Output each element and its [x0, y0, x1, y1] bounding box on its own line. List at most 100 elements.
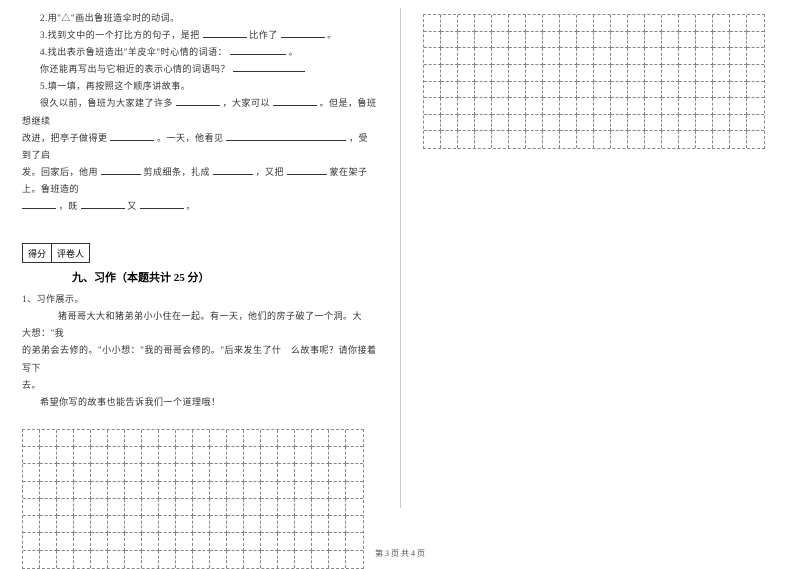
- grid-cell[interactable]: [509, 115, 526, 132]
- grid-cell[interactable]: [458, 65, 475, 82]
- grid-cell[interactable]: [526, 15, 543, 32]
- grid-cell[interactable]: [475, 65, 492, 82]
- grid-cell[interactable]: [560, 48, 577, 65]
- grid-cell[interactable]: [543, 48, 560, 65]
- grid-cell[interactable]: [730, 15, 747, 32]
- grid-cell[interactable]: [730, 48, 747, 65]
- grid-cell[interactable]: [346, 499, 363, 516]
- grid-cell[interactable]: [526, 131, 543, 148]
- grid-cell[interactable]: [662, 98, 679, 115]
- grid-cell[interactable]: [662, 65, 679, 82]
- grid-cell[interactable]: [40, 464, 57, 481]
- grid-cell[interactable]: [492, 115, 509, 132]
- grid-cell[interactable]: [424, 82, 441, 99]
- grid-cell[interactable]: [679, 65, 696, 82]
- grid-cell[interactable]: [244, 430, 261, 447]
- grid-cell[interactable]: [475, 115, 492, 132]
- grid-cell[interactable]: [560, 98, 577, 115]
- grid-cell[interactable]: [176, 430, 193, 447]
- grid-cell[interactable]: [91, 464, 108, 481]
- grid-cell[interactable]: [40, 516, 57, 533]
- grid-cell[interactable]: [424, 98, 441, 115]
- grid-cell[interactable]: [679, 98, 696, 115]
- grid-cell[interactable]: [74, 430, 91, 447]
- blank[interactable]: [273, 97, 317, 106]
- grid-cell[interactable]: [441, 98, 458, 115]
- grid-cell[interactable]: [441, 32, 458, 49]
- grid-cell[interactable]: [176, 516, 193, 533]
- grid-cell[interactable]: [210, 516, 227, 533]
- grid-cell[interactable]: [696, 115, 713, 132]
- grid-cell[interactable]: [40, 430, 57, 447]
- grid-cell[interactable]: [747, 32, 764, 49]
- grid-cell[interactable]: [526, 32, 543, 49]
- grid-cell[interactable]: [560, 131, 577, 148]
- grid-cell[interactable]: [210, 464, 227, 481]
- grid-cell[interactable]: [526, 115, 543, 132]
- grid-cell[interactable]: [475, 98, 492, 115]
- grid-cell[interactable]: [543, 65, 560, 82]
- grid-cell[interactable]: [295, 482, 312, 499]
- grid-cell[interactable]: [424, 32, 441, 49]
- grid-cell[interactable]: [312, 499, 329, 516]
- grid-cell[interactable]: [159, 499, 176, 516]
- grid-cell[interactable]: [679, 115, 696, 132]
- grid-cell[interactable]: [312, 464, 329, 481]
- grid-cell[interactable]: [227, 430, 244, 447]
- grid-cell[interactable]: [441, 115, 458, 132]
- grid-cell[interactable]: [261, 464, 278, 481]
- grid-cell[interactable]: [628, 32, 645, 49]
- grid-cell[interactable]: [108, 447, 125, 464]
- grid-cell[interactable]: [91, 499, 108, 516]
- grid-cell[interactable]: [441, 82, 458, 99]
- grid-cell[interactable]: [679, 82, 696, 99]
- grid-cell[interactable]: [492, 48, 509, 65]
- grid-cell[interactable]: [543, 98, 560, 115]
- grid-cell[interactable]: [492, 98, 509, 115]
- grid-cell[interactable]: [645, 131, 662, 148]
- grid-cell[interactable]: [628, 98, 645, 115]
- grid-cell[interactable]: [57, 464, 74, 481]
- grid-cell[interactable]: [747, 115, 764, 132]
- blank[interactable]: [226, 132, 346, 141]
- grid-cell[interactable]: [295, 447, 312, 464]
- blank[interactable]: [287, 166, 327, 175]
- grid-cell[interactable]: [40, 447, 57, 464]
- grid-cell[interactable]: [713, 48, 730, 65]
- grid-cell[interactable]: [312, 516, 329, 533]
- grid-cell[interactable]: [176, 464, 193, 481]
- grid-cell[interactable]: [441, 48, 458, 65]
- grid-cell[interactable]: [159, 447, 176, 464]
- grid-cell[interactable]: [696, 65, 713, 82]
- grid-cell[interactable]: [261, 447, 278, 464]
- grid-cell[interactable]: [142, 464, 159, 481]
- grid-cell[interactable]: [747, 98, 764, 115]
- grid-cell[interactable]: [679, 15, 696, 32]
- grid-cell[interactable]: [227, 499, 244, 516]
- grid-cell[interactable]: [57, 430, 74, 447]
- grid-cell[interactable]: [176, 447, 193, 464]
- grid-cell[interactable]: [312, 430, 329, 447]
- grid-cell[interactable]: [662, 48, 679, 65]
- grid-cell[interactable]: [594, 48, 611, 65]
- grid-cell[interactable]: [492, 15, 509, 32]
- grid-cell[interactable]: [458, 131, 475, 148]
- blank[interactable]: [213, 166, 253, 175]
- grid-cell[interactable]: [346, 447, 363, 464]
- grid-cell[interactable]: [713, 15, 730, 32]
- grid-cell[interactable]: [176, 499, 193, 516]
- grid-cell[interactable]: [730, 32, 747, 49]
- grid-cell[interactable]: [611, 15, 628, 32]
- blank[interactable]: [81, 200, 125, 209]
- grid-cell[interactable]: [645, 15, 662, 32]
- grid-cell[interactable]: [526, 82, 543, 99]
- grid-cell[interactable]: [329, 464, 346, 481]
- grid-cell[interactable]: [424, 131, 441, 148]
- grid-cell[interactable]: [329, 430, 346, 447]
- grid-cell[interactable]: [210, 499, 227, 516]
- grid-cell[interactable]: [278, 464, 295, 481]
- grid-cell[interactable]: [244, 447, 261, 464]
- grid-cell[interactable]: [193, 516, 210, 533]
- grid-cell[interactable]: [193, 482, 210, 499]
- grid-cell[interactable]: [645, 98, 662, 115]
